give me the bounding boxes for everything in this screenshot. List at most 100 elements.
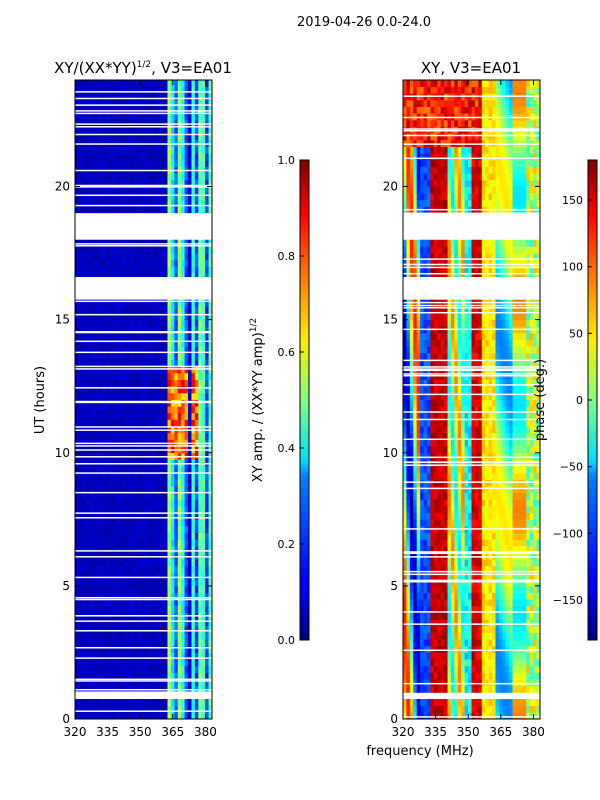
heatmap-cell: [188, 86, 192, 94]
heatmap-cell: [143, 486, 148, 494]
heatmap-cell: [112, 605, 117, 613]
heatmap-cell: [188, 332, 192, 340]
heatmap-cell: [78, 512, 83, 520]
heatmap-cell: [112, 472, 117, 480]
heatmap-cell: [81, 193, 86, 201]
heatmap-cell: [170, 619, 175, 627]
heatmap-cell: [502, 545, 507, 553]
heatmap-cell: [126, 412, 131, 420]
heatmap-cell: [116, 579, 120, 587]
heatmap-cell: [201, 253, 206, 261]
heatmap-cell: [146, 432, 151, 440]
heatmap-cell: [157, 466, 162, 474]
heatmap-cell: [81, 699, 86, 707]
heatmap-cell: [150, 246, 155, 254]
heatmap-cell: [164, 266, 168, 274]
heatmap-cell: [447, 585, 452, 593]
heatmap-cell: [208, 273, 213, 281]
heatmap-cell: [167, 699, 172, 707]
heatmap-cell: [146, 712, 151, 720]
heatmap-cell: [468, 672, 472, 680]
heatmap-cell: [129, 339, 134, 347]
heatmap-cell: [102, 699, 107, 707]
heatmap-cell: [430, 532, 435, 540]
heatmap-cell: [153, 193, 158, 201]
heatmap-cell: [478, 625, 483, 633]
heatmap-cell: [505, 632, 510, 640]
heatmap-cell: [102, 113, 107, 121]
heatmap-cell: [208, 173, 213, 181]
heatmap-cell: [164, 599, 168, 607]
heatmap-cell: [98, 372, 103, 380]
heatmap-cell: [440, 665, 445, 673]
heatmap-cell: [170, 319, 175, 327]
heatmap-cell: [98, 153, 103, 161]
heatmap-cell: [133, 672, 138, 680]
heatmap-cell: [129, 186, 134, 194]
heatmap-cell: [112, 625, 117, 633]
heatmap-cell: [81, 199, 86, 207]
heatmap-cell: [133, 352, 138, 360]
heatmap-cell: [95, 472, 100, 480]
heatmap-cell: [423, 705, 428, 713]
heatmap-cell: [160, 106, 165, 114]
flag-line: [75, 449, 212, 451]
heatmap-cell: [430, 559, 435, 567]
heatmap-cell: [406, 539, 411, 547]
heatmap-cell: [88, 512, 93, 520]
heatmap-cell: [495, 625, 500, 633]
heatmap-cell: [205, 532, 209, 540]
heatmap-cell: [146, 665, 151, 673]
heatmap-cell: [509, 492, 513, 500]
heatmap-cell: [170, 86, 175, 94]
heatmap-cell: [468, 712, 472, 720]
heatmap-cell: [78, 486, 83, 494]
heatmap-cell: [181, 206, 185, 214]
heatmap-cell: [533, 565, 537, 573]
heatmap-cell: [174, 259, 179, 267]
heatmap-cell: [119, 585, 124, 593]
heatmap-cell: [474, 552, 479, 560]
heatmap-cell: [119, 572, 124, 580]
heatmap-cell: [146, 80, 151, 88]
heatmap-cell: [105, 472, 110, 480]
heatmap-cell: [136, 479, 141, 487]
heatmap-cell: [509, 605, 513, 613]
heatmap-cell: [198, 392, 203, 400]
heatmap-cell: [140, 506, 144, 514]
heatmap-cell: [440, 552, 445, 560]
heatmap-cell: [122, 665, 127, 673]
heatmap-cell: [122, 599, 127, 607]
heatmap-cell: [105, 319, 110, 327]
heatmap-cell: [208, 193, 213, 201]
heatmap-cell: [450, 605, 455, 613]
heatmap-cell: [105, 193, 110, 201]
heatmap-cell: [98, 179, 103, 187]
heatmap-cell: [447, 519, 452, 527]
heatmap-cell: [174, 672, 179, 680]
heatmap-cell: [119, 519, 124, 527]
heatmap-cell: [160, 545, 165, 553]
heatmap-cell: [133, 432, 138, 440]
heatmap-cell: [105, 466, 110, 474]
heatmap-cell: [492, 519, 496, 527]
heatmap-cell: [98, 193, 103, 201]
heatmap-cell: [98, 346, 103, 354]
heatmap-cell: [430, 605, 435, 613]
heatmap-cell: [184, 619, 189, 627]
heatmap-cell: [208, 299, 213, 307]
heatmap-cell: [423, 712, 428, 720]
heatmap-cell: [146, 332, 151, 340]
heatmap-cell: [464, 599, 469, 607]
heatmap-cell: [430, 512, 435, 520]
heatmap-cell: [126, 545, 131, 553]
heatmap-cell: [174, 80, 179, 88]
heatmap-cell: [478, 545, 483, 553]
heatmap-cell: [92, 565, 96, 573]
heatmap-cell: [109, 319, 114, 327]
heatmap-cell: [102, 259, 107, 267]
heatmap-cell: [526, 699, 531, 707]
heatmap-cell: [105, 146, 110, 154]
heatmap-cell: [181, 619, 185, 627]
heatmap-cell: [167, 592, 172, 600]
